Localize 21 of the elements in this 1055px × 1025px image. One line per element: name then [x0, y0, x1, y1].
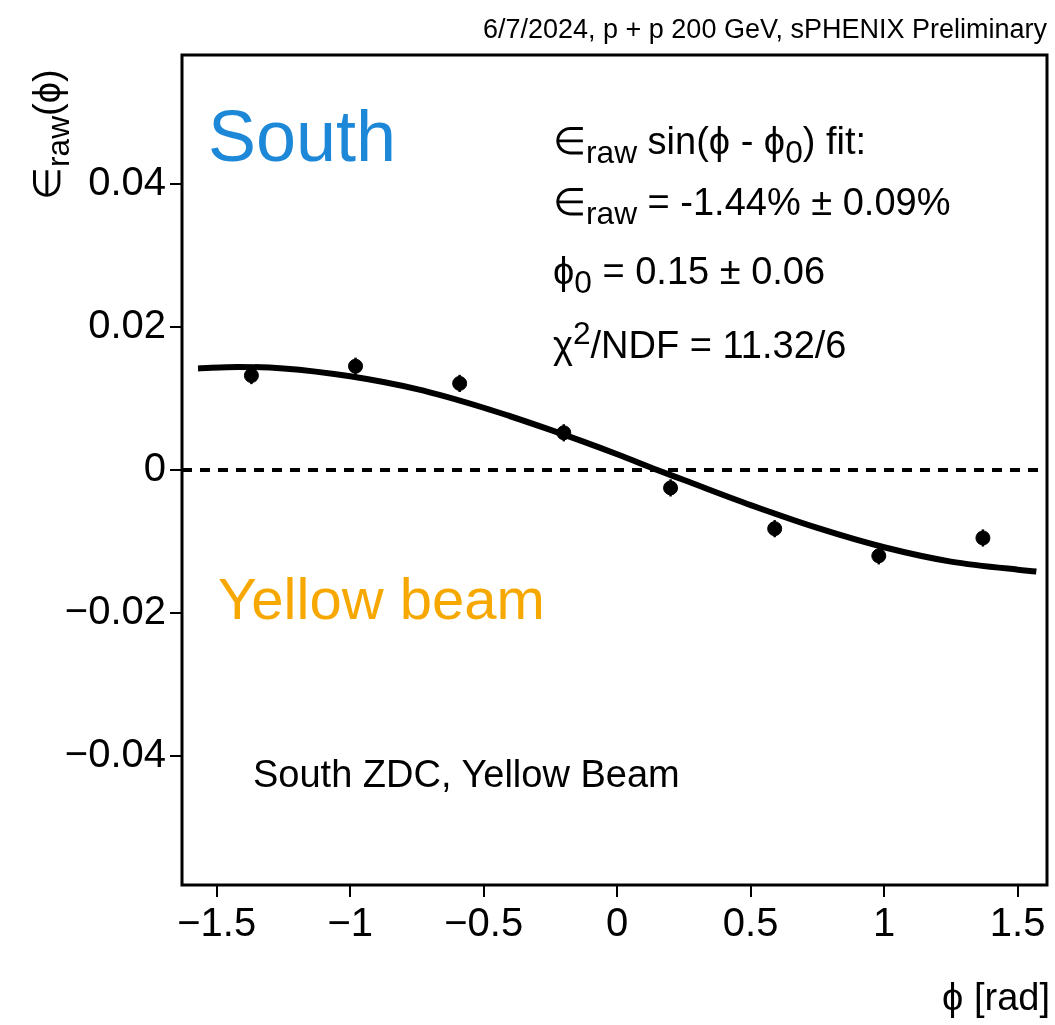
annotation: ϕ$_{0}$ = 0.15 ± 0.06: [553, 250, 826, 300]
y-tick-label: 0.04: [88, 158, 166, 203]
y-tick-label: −0.04: [64, 731, 166, 776]
y-tick-label: 0.02: [88, 301, 166, 346]
annotation: South ZDC, Yellow Beam: [253, 753, 680, 795]
annotation: χ$^{2}$/NDF = 11.32/6: [553, 315, 847, 366]
x-tick-label: 0.5: [722, 900, 779, 945]
chart-title: 6/7/2024, p + p 200 GeV, sPHENIX Preliminary: [482, 14, 1047, 44]
x-axis-title: ϕ [rad]: [942, 976, 1050, 1018]
annotation: ∈$_{raw}$ sin(ϕ - ϕ$_{0}$) fit:: [553, 120, 867, 170]
x-tick-label: −0.5: [444, 900, 524, 945]
annotation: South: [208, 96, 397, 176]
x-tick-label: 1: [873, 900, 896, 945]
x-tick-label: −1.5: [177, 900, 257, 945]
y-tick-label: 0: [143, 445, 166, 490]
annotation: Yellow beam: [218, 566, 545, 631]
annotation: ∈$_{raw}$ = -1.44% ± 0.09%: [553, 181, 951, 231]
x-tick-label: 1.5: [989, 900, 1046, 945]
x-tick-label: −1: [327, 900, 373, 945]
x-tick-label: 0: [606, 900, 629, 945]
y-tick-label: −0.02: [64, 588, 166, 633]
